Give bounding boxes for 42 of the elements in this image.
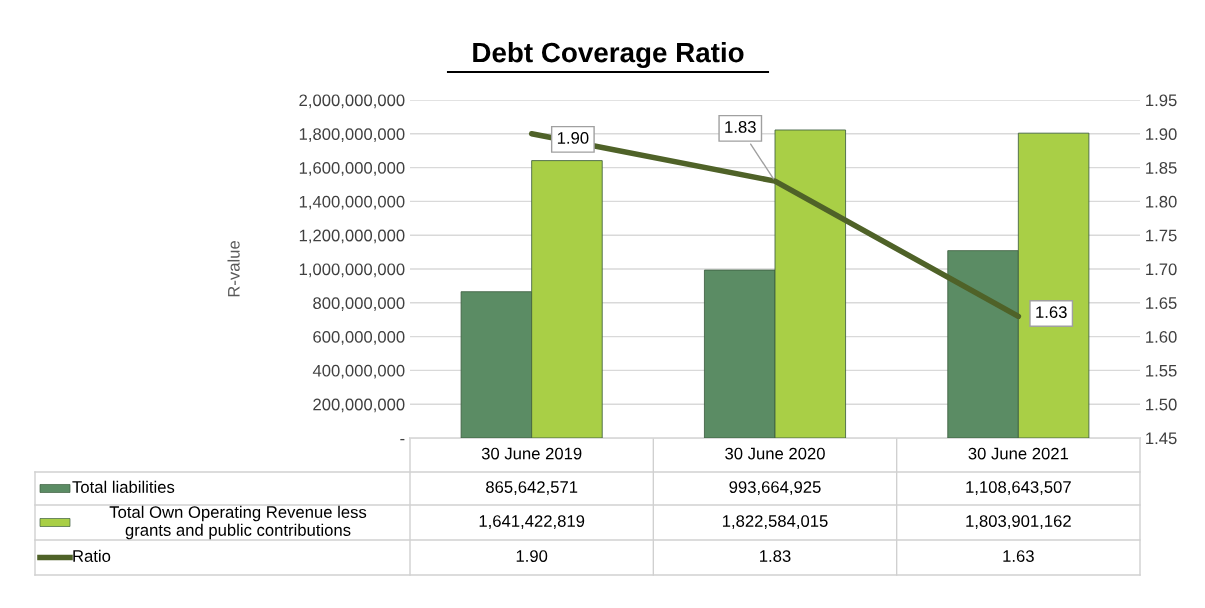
y-tick-label: 1,200,000,000 [299,229,405,244]
y-tick-label: 800,000,000 [313,297,405,311]
legend-label: Total Own Operating Revenue less grants and public contributions [109,505,367,540]
y2-tick-label: 1.45 [1146,432,1177,445]
text: 1.63 [1036,306,1067,319]
y2-tick-label: 1.80 [1146,195,1177,208]
data-label: 1.63 [1003,550,1034,562]
data-label: 1,822,584,015 [722,515,828,529]
y2-tick-label: 1.95 [1146,94,1177,107]
legend-label: Total liabilities [72,480,175,493]
x-tick-label: 30 June 2019 [481,447,582,460]
y-tick-label: 1,800,000,000 [299,128,405,142]
text: 1.90 [557,132,589,144]
data-label: 1.90 [516,550,548,562]
y-tick-label: 1,000,000,000 [299,263,405,278]
y2-tick-label: 1.65 [1146,297,1177,309]
x-tick-label: 30 June 2021 [968,447,1069,460]
y2-tick-label: 1.70 [1146,263,1177,276]
y2-tick-label: 1.85 [1146,162,1177,174]
data-label: 1,108,643,507 [966,481,1071,495]
y-tick-label: 1,600,000,000 [299,162,405,176]
y2-tick-label: 1.90 [1146,128,1177,140]
y-tick-label: 200,000,000 [313,398,405,413]
y2-tick-label: 1.50 [1146,398,1177,411]
data-label: 865,642,571 [486,481,578,495]
legend-label: Ratio [73,549,111,562]
y-axis-title: R-value [227,241,240,297]
data-label: 993,664,925 [729,481,821,495]
text: 1.83 [725,121,756,133]
data-label: 1.83 [760,550,791,562]
y2-tick-label: 1.60 [1146,331,1177,343]
y-tick-label: 400,000,000 [312,364,405,379]
y-tick-label: - [400,438,405,441]
y-tick-label: 600,000,000 [313,331,405,345]
y2-tick-label: 1.75 [1146,229,1177,242]
chart-title: Debt Coverage Ratio [473,41,744,69]
y-tick-label: 2,000,000,000 [299,94,405,109]
data-label: 1,803,901,162 [966,515,1071,529]
y-tick-label: 1,400,000,000 [299,195,405,210]
data-label: 1,641,422,819 [479,515,585,529]
x-tick-label: 30 June 2020 [725,447,825,460]
y2-tick-label: 1.55 [1146,364,1177,377]
